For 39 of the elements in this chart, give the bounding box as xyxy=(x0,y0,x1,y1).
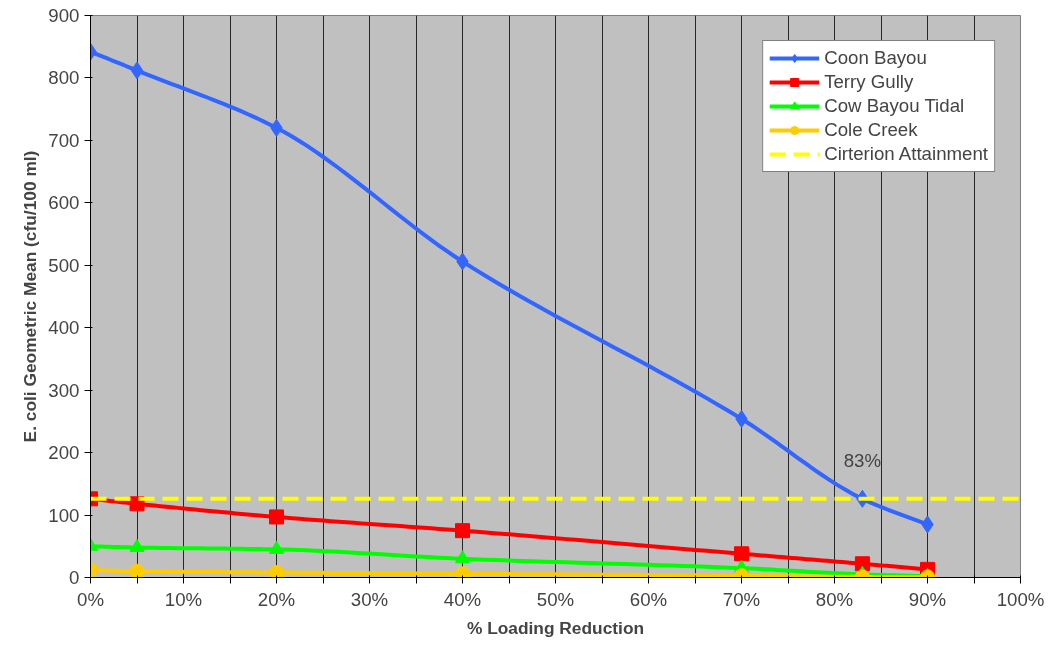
x-tick-label: 100% xyxy=(996,588,1045,610)
y-tick-label: 400 xyxy=(48,317,80,339)
point xyxy=(129,563,145,578)
point xyxy=(269,565,284,578)
point xyxy=(734,546,749,562)
y-tick-label: 700 xyxy=(48,129,80,151)
point xyxy=(455,566,470,578)
x-tick-label: 20% xyxy=(257,588,296,610)
y-tick-label: 100 xyxy=(48,504,80,526)
y-tick-label: 500 xyxy=(48,254,80,276)
y-tick-label: 800 xyxy=(48,67,80,89)
x-axis-title: % Loading Reduction xyxy=(466,617,645,638)
legend-label: Cow Bayou Tidal xyxy=(824,95,965,117)
y-tick-label: 600 xyxy=(48,192,80,214)
annotation: 83% xyxy=(843,450,882,472)
x-tick-label: 40% xyxy=(443,588,482,610)
point xyxy=(130,61,144,80)
y-tick-label: 200 xyxy=(48,442,80,464)
point xyxy=(455,523,470,539)
x-tick-label: 0% xyxy=(77,588,104,610)
legend-label: Terry Gully xyxy=(824,71,914,93)
legend-label: Cirterion Attainment xyxy=(824,143,988,165)
point xyxy=(455,550,470,564)
point xyxy=(269,509,284,525)
y-tick-label: 300 xyxy=(48,379,80,401)
x-tick-label: 50% xyxy=(536,588,575,610)
x-tick-label: 60% xyxy=(629,588,668,610)
point xyxy=(269,540,284,554)
y-axis-title: E. coli Geometric Mean (cfu/100 ml) xyxy=(20,150,41,443)
x-tick-label: 10% xyxy=(164,588,203,610)
x-tick-label: 70% xyxy=(722,588,761,610)
y-tick-label: 900 xyxy=(48,5,80,26)
y-tick-label: 0 xyxy=(69,567,80,588)
legend-label: Cole Creek xyxy=(824,119,918,141)
point xyxy=(129,538,145,553)
legend-label: Coon Bayou xyxy=(824,47,927,69)
x-tick-label: 30% xyxy=(350,588,389,610)
x-tick-label: 90% xyxy=(908,588,947,610)
x-tick-label: 80% xyxy=(815,588,854,610)
